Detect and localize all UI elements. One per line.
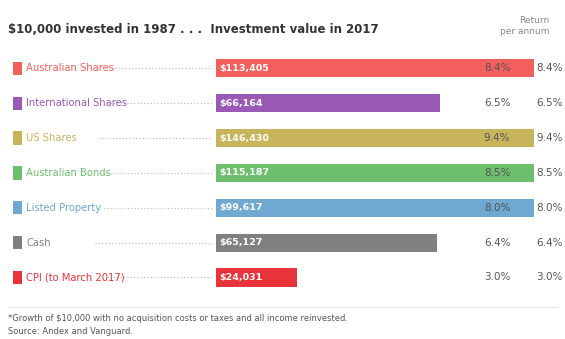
Bar <box>216 234 437 252</box>
Text: Australian Shares: Australian Shares <box>27 63 114 73</box>
Bar <box>12 236 22 249</box>
Text: $65,127: $65,127 <box>219 238 263 247</box>
Text: International Shares: International Shares <box>27 98 127 108</box>
Bar <box>216 129 565 147</box>
Text: $10,000 invested in 1987 . . .  Investment value in 2017: $10,000 invested in 1987 . . . Investmen… <box>8 23 379 36</box>
Bar <box>216 199 554 217</box>
Bar <box>216 268 298 286</box>
Text: CPI (to March 2017): CPI (to March 2017) <box>27 273 125 282</box>
Bar <box>12 132 22 145</box>
Text: 6.4%: 6.4% <box>484 238 510 247</box>
Text: 3.0%: 3.0% <box>484 273 510 282</box>
Text: 8.4%: 8.4% <box>484 63 510 73</box>
Text: $115,187: $115,187 <box>219 168 270 177</box>
Text: 8.0%: 8.0% <box>536 203 563 213</box>
Text: 9.4%: 9.4% <box>484 133 510 143</box>
Text: $99,617: $99,617 <box>219 203 263 212</box>
Text: *Growth of $10,000 with no acquisition costs or taxes and all income reinvested.: *Growth of $10,000 with no acquisition c… <box>8 314 349 323</box>
Text: 3.0%: 3.0% <box>536 273 563 282</box>
Bar <box>12 166 22 180</box>
Bar <box>216 94 440 112</box>
Text: $24,031: $24,031 <box>219 273 262 282</box>
Text: 8.4%: 8.4% <box>536 63 563 73</box>
Bar <box>12 201 22 214</box>
Bar <box>12 271 22 284</box>
Text: Australian Bonds: Australian Bonds <box>27 168 111 178</box>
Bar <box>216 59 565 77</box>
Text: $113,405: $113,405 <box>219 64 269 73</box>
Text: 6.5%: 6.5% <box>536 98 563 108</box>
Text: Return
per annum: Return per annum <box>499 16 549 36</box>
Text: $146,430: $146,430 <box>219 134 269 142</box>
Text: $66,164: $66,164 <box>219 99 263 108</box>
Text: 6.4%: 6.4% <box>536 238 563 247</box>
Text: Cash: Cash <box>27 238 51 247</box>
Bar <box>12 62 22 75</box>
Text: US Shares: US Shares <box>27 133 77 143</box>
Text: 8.5%: 8.5% <box>536 168 563 178</box>
Text: Source: Andex and Vanguard.: Source: Andex and Vanguard. <box>8 327 133 336</box>
Bar <box>12 97 22 110</box>
Bar <box>216 164 565 182</box>
Text: 8.0%: 8.0% <box>484 203 510 213</box>
Text: 8.5%: 8.5% <box>484 168 510 178</box>
Text: 9.4%: 9.4% <box>536 133 563 143</box>
Text: 6.5%: 6.5% <box>484 98 510 108</box>
Text: Listed Property: Listed Property <box>27 203 102 213</box>
